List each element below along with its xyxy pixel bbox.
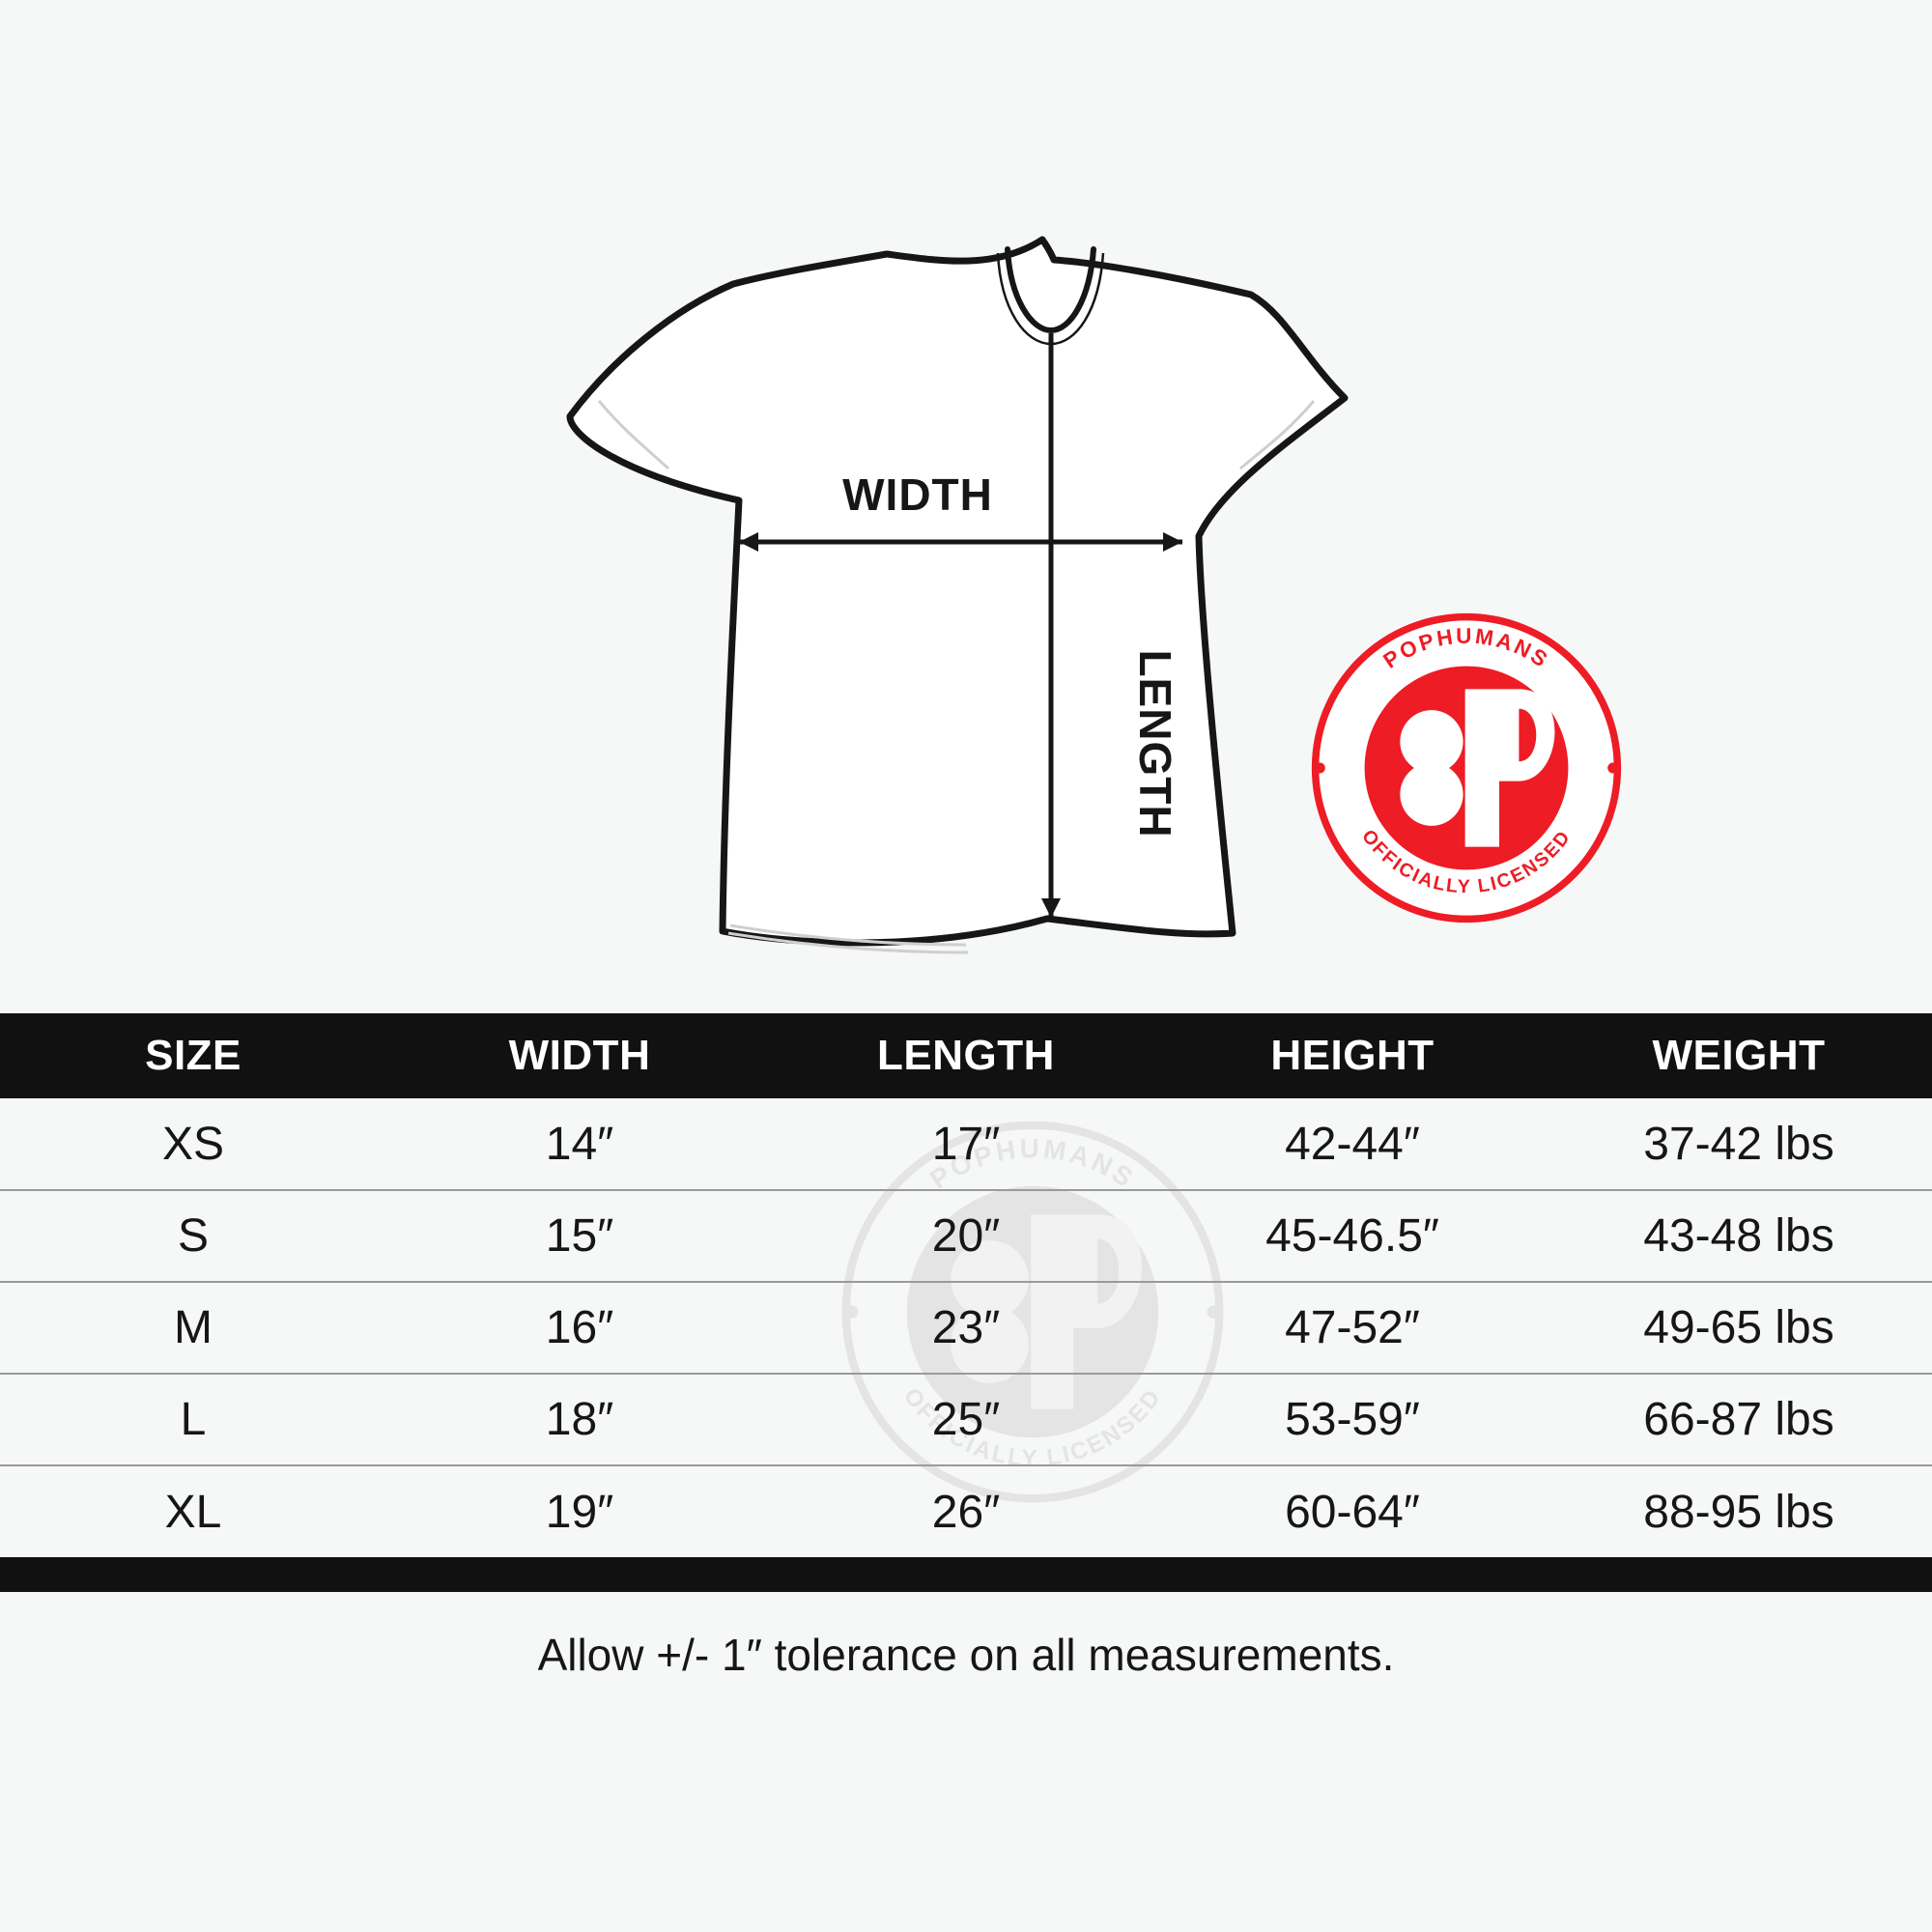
svg-text:WIDTH: WIDTH (842, 469, 993, 520)
svg-text:LENGTH: LENGTH (1130, 649, 1180, 838)
